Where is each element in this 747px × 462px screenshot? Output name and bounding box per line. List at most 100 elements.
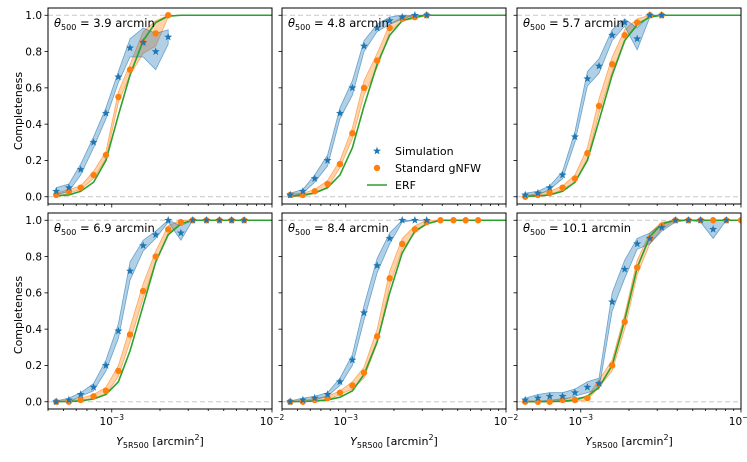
simulation-point <box>335 109 344 117</box>
gnfw-band <box>524 14 662 198</box>
gnfw-point <box>450 217 457 224</box>
y-tick-label: 0.4 <box>25 119 42 131</box>
legend-star-marker <box>373 146 381 155</box>
simulation-point <box>645 11 654 19</box>
y-tick-label: 0.6 <box>25 288 42 300</box>
x-tick-label: 10−3 <box>569 413 594 428</box>
panel-3: θ500 = 5.7 arcmin <box>513 7 742 208</box>
simulation-point <box>620 18 629 26</box>
y-tick-label: 0.6 <box>25 83 42 95</box>
gnfw-point <box>177 218 185 226</box>
simulation-point <box>215 216 224 224</box>
gnfw-point <box>90 393 97 400</box>
gnfw-point <box>737 217 741 224</box>
panel-label: θ500 = 4.8 arcmin <box>288 16 389 32</box>
simulation-point <box>521 190 530 199</box>
legend-label: ERF <box>395 179 416 192</box>
simulation-point <box>545 183 554 192</box>
gnfw-point <box>633 19 641 26</box>
simulation-point <box>671 216 680 224</box>
y-tick-label: 0.2 <box>25 155 42 167</box>
gnfw-point <box>102 151 110 159</box>
simulation-point <box>126 43 135 52</box>
simulation-point <box>385 234 394 242</box>
simulation-point <box>89 138 98 146</box>
legend-entry: Simulation <box>373 145 454 158</box>
gnfw-point <box>164 12 172 19</box>
x-tick-label: 10−2 <box>260 413 285 428</box>
y-tick-label: 1.0 <box>25 215 42 227</box>
simulation-point <box>323 156 332 164</box>
panel-5: 10−3 10−2 Y5R500 [arcmin2] θ500 = 8.4 arcmi… <box>278 212 519 450</box>
simulation-point <box>583 383 592 391</box>
gnfw-point <box>77 396 84 404</box>
simulation-point <box>570 388 579 397</box>
simulation-point <box>164 32 173 41</box>
x-tick-label: 10−3 <box>334 413 359 428</box>
simulation-point <box>533 393 542 402</box>
gnfw-point <box>336 389 344 396</box>
gnfw-point <box>398 240 406 248</box>
simulation-point <box>323 390 332 398</box>
simulation-point <box>595 61 604 70</box>
y-axis-label-top: Completeness <box>12 72 25 150</box>
legend-label: Standard gNFW <box>395 162 481 175</box>
simulation-point <box>422 11 431 19</box>
plot-area <box>286 216 506 406</box>
simulation-point <box>151 47 160 55</box>
gnfw-point <box>709 217 717 224</box>
simulation-point <box>521 395 530 404</box>
panel-label: θ500 = 5.7 arcmin <box>523 16 624 32</box>
panel-label: θ500 = 10.1 arcmin <box>523 221 631 237</box>
simulation-point <box>139 38 148 46</box>
simulation-point <box>709 225 718 233</box>
simulation-point <box>126 266 135 275</box>
legend-entry: Standard gNFW <box>373 162 481 175</box>
panel-4: 0.0 0.2 0.4 0.6 0.8 1.0 10−3 10−2 Y5R500 [arcmin… <box>25 212 285 450</box>
gnfw-point <box>152 253 159 260</box>
simulation-point <box>373 261 382 270</box>
x-tick-label: 10−2 <box>494 413 519 428</box>
gnfw-point <box>633 264 641 271</box>
simulation-point <box>101 361 110 369</box>
axes-frame <box>516 7 742 205</box>
simulation-point <box>114 326 123 335</box>
simulation-point <box>360 41 369 50</box>
gnfw-point <box>324 180 331 188</box>
simulation-point <box>52 187 61 195</box>
simulation-point <box>533 188 542 197</box>
gnfw-point <box>311 188 318 195</box>
simulation-point <box>545 392 554 400</box>
gnfw-point <box>386 275 393 282</box>
legend-entry: ERF <box>367 179 416 192</box>
simulation-point <box>657 11 666 19</box>
simulation-point <box>620 265 629 273</box>
simulation-point <box>696 216 705 224</box>
gnfw-point <box>559 184 566 191</box>
simulation-point <box>570 132 579 141</box>
axes-frame <box>281 212 507 410</box>
simulation-point <box>385 16 394 25</box>
simulation-point <box>398 12 407 21</box>
simulation-point <box>176 228 185 237</box>
gnfw-point <box>360 84 368 92</box>
y-tick-label: 0.8 <box>25 46 42 58</box>
simulation-point <box>633 239 642 248</box>
gnfw-point <box>621 318 628 326</box>
plot-area <box>521 11 741 200</box>
plot-area <box>52 12 272 199</box>
simulation-point <box>608 297 617 306</box>
gnfw-band <box>55 219 245 403</box>
simulation-point <box>89 383 98 391</box>
simulation-point <box>64 395 73 404</box>
gnfw-point <box>546 398 553 405</box>
panel-label: θ500 = 6.9 arcmin <box>54 221 155 237</box>
gnfw-point <box>571 396 579 404</box>
y-tick-label: 0.2 <box>25 360 42 372</box>
gnfw-point <box>608 61 616 68</box>
simulation-point <box>608 31 617 39</box>
simulation-point <box>310 393 319 402</box>
simulation-band <box>55 219 245 403</box>
simulation-point <box>558 170 567 179</box>
